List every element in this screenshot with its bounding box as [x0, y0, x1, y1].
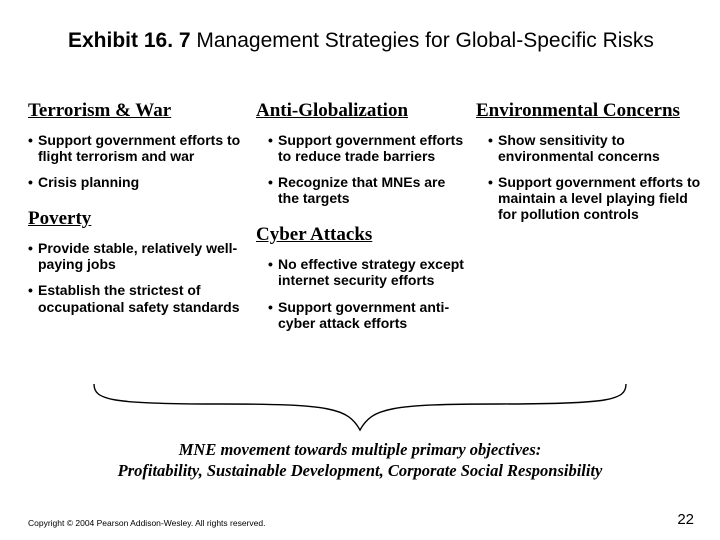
bullet-text: Support government anti-cyber attack eff… — [278, 299, 468, 331]
bullet-text: Recognize that MNEs are the targets — [278, 174, 468, 206]
columns-container: Terrorism & War •Support government effo… — [28, 100, 708, 341]
bullet-dot: • — [268, 132, 278, 164]
bullet-text: Support government efforts to reduce tra… — [278, 132, 468, 164]
exhibit-number: Exhibit 16. 7 — [68, 29, 191, 52]
bullet-dot: • — [28, 240, 38, 272]
bullet-text: Support government efforts to flight ter… — [38, 132, 248, 164]
list-item: •Show sensitivity to environmental conce… — [476, 132, 708, 164]
bullet-text: Establish the strictest of occupational … — [38, 282, 248, 314]
list-item: •No effective strategy except internet s… — [256, 256, 468, 288]
section-cyber-title: Cyber Attacks — [256, 224, 468, 246]
bullet-dot: • — [28, 132, 38, 164]
brace-icon — [90, 380, 630, 436]
column-1: Terrorism & War •Support government effo… — [28, 100, 248, 341]
copyright-text: Copyright © 2004 Pearson Addison-Wesley.… — [28, 518, 265, 528]
list-item: •Support government efforts to flight te… — [28, 132, 248, 164]
bullet-text: Support government efforts to maintain a… — [498, 174, 708, 222]
list-item: •Support government efforts to reduce tr… — [256, 132, 468, 164]
exhibit-title: Exhibit 16. 7 Management Strategies for … — [68, 28, 658, 54]
list-item: •Support government anti-cyber attack ef… — [256, 299, 468, 331]
bullet-dot: • — [488, 132, 498, 164]
bullet-dot: • — [28, 174, 38, 190]
section-antiglobal-title: Anti-Globalization — [256, 100, 468, 122]
summary-line-2: Profitability, Sustainable Development, … — [118, 461, 603, 480]
bullet-dot: • — [268, 174, 278, 206]
bullet-dot: • — [488, 174, 498, 222]
section-env-title: Environmental Concerns — [476, 100, 708, 122]
section-poverty-title: Poverty — [28, 208, 248, 230]
bullet-dot: • — [268, 256, 278, 288]
bullet-dot: • — [268, 299, 278, 331]
summary-text: MNE movement towards multiple primary ob… — [0, 440, 720, 481]
bullet-text: Provide stable, relatively well-paying j… — [38, 240, 248, 272]
bullet-text: Crisis planning — [38, 174, 248, 190]
list-item: •Establish the strictest of occupational… — [28, 282, 248, 314]
exhibit-text: Management Strategies for Global-Specifi… — [191, 29, 654, 52]
summary-line-1: MNE movement towards multiple primary ob… — [179, 440, 542, 459]
bullet-dot: • — [28, 282, 38, 314]
list-item: •Support government efforts to maintain … — [476, 174, 708, 222]
column-2: Anti-Globalization •Support government e… — [256, 100, 468, 341]
section-terrorism-title: Terrorism & War — [28, 100, 248, 122]
column-3: Environmental Concerns •Show sensitivity… — [476, 100, 708, 341]
list-item: •Crisis planning — [28, 174, 248, 190]
list-item: •Provide stable, relatively well-paying … — [28, 240, 248, 272]
bullet-text: No effective strategy except internet se… — [278, 256, 468, 288]
bullet-text: Show sensitivity to environmental concer… — [498, 132, 708, 164]
list-item: •Recognize that MNEs are the targets — [256, 174, 468, 206]
page-number: 22 — [677, 511, 694, 528]
